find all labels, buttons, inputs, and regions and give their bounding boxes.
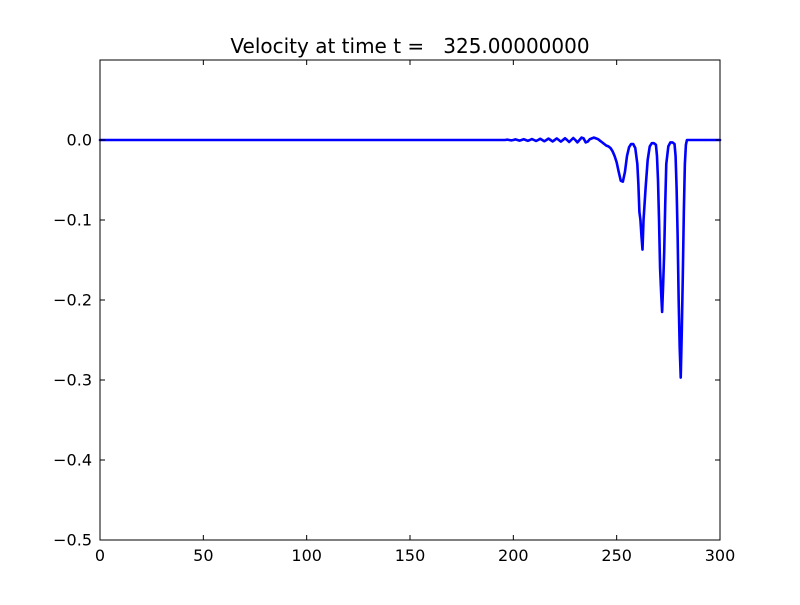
x-tick-label: 200 [498, 546, 529, 565]
y-tick-label: 0.0 [67, 131, 92, 150]
plot-layer [98, 136, 722, 379]
x-tick-label: 150 [395, 546, 426, 565]
y-tick-label: −0.5 [53, 531, 92, 550]
x-tick-label: 0 [95, 546, 105, 565]
x-tick-label: 100 [291, 546, 322, 565]
y-tick-label: −0.3 [53, 371, 92, 390]
x-tick-label: 300 [705, 546, 736, 565]
chart-title: Velocity at time t = 325.00000000 [230, 34, 589, 58]
y-tick-label: −0.4 [53, 451, 92, 470]
y-tick-label: −0.2 [53, 291, 92, 310]
tick-layer: 0 50 100 150 200 250 300 0.0 −0.1 −0.2 −0.3 −0.4 −0.… [53, 60, 735, 565]
x-tick-label: 250 [601, 546, 632, 565]
x-tick-label: 50 [193, 546, 213, 565]
plot-frame [99, 59, 721, 541]
velocity-series-line [98, 136, 722, 379]
y-tick-label: −0.1 [53, 211, 92, 230]
